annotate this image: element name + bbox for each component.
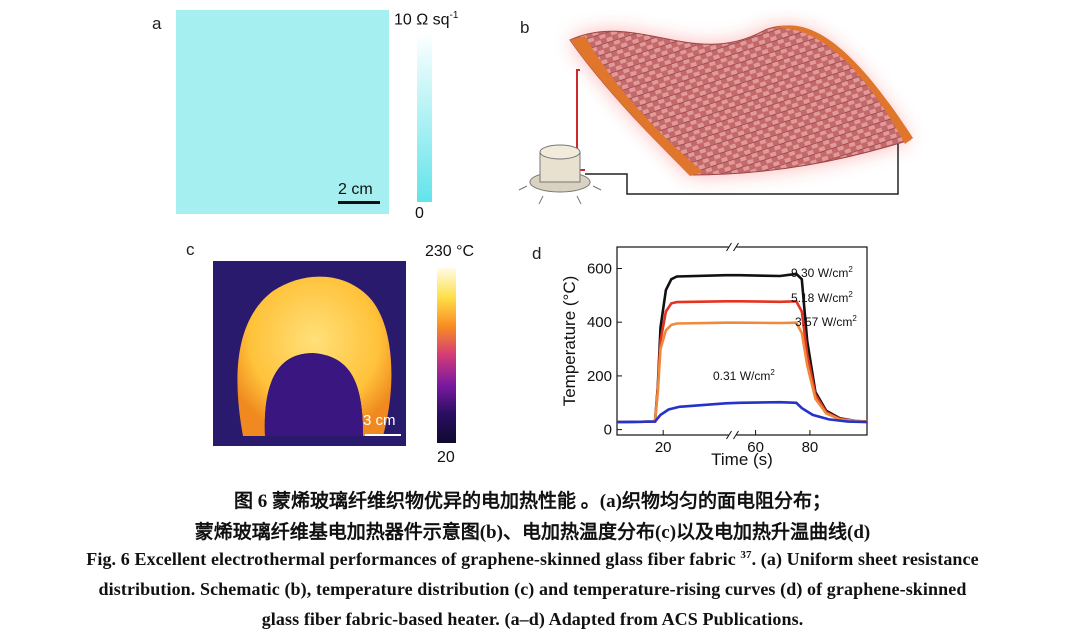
- colorbar-a-max: 10 Ω sq-1: [394, 10, 458, 29]
- series-label-sup-0: 2: [848, 265, 853, 274]
- temperature-chart: 0 200 400 600 20 60 80 9.30 W/cm2 5.18 W/cm2 3.…: [560, 242, 868, 469]
- knob-ray-1: [518, 185, 528, 191]
- colorbar-c-min: 20: [437, 449, 455, 466]
- panel-c-label: c: [186, 240, 195, 259]
- series-layer: [616, 272, 868, 424]
- panel-d-label: d: [532, 244, 542, 263]
- caption-en-line-3: glass fiber fabric-based heater. (a–d) A…: [261, 609, 804, 629]
- series-line-3: [616, 400, 868, 424]
- break-mark-b-0: [733, 242, 739, 252]
- scale-bar-c-label: 3 cm: [363, 412, 396, 429]
- axis-break: [726, 242, 739, 440]
- fabric-shadow: [264, 354, 363, 436]
- break-mark-b-1: [733, 430, 739, 440]
- knob-ray-3: [576, 195, 582, 205]
- series-label-sup-3: 2: [770, 368, 775, 377]
- caption-zh-line-1: 图 6 蒙烯玻璃纤维织物优异的电加热性能 。(a)织物均匀的面电阻分布；: [234, 491, 831, 512]
- series-line-2: [616, 321, 868, 424]
- sheet-resistance-map: [176, 10, 389, 214]
- power-knob-top: [539, 144, 581, 160]
- series-label-3: 0.31 W/cm2: [713, 368, 775, 383]
- x-tick-label-2: 80: [802, 439, 819, 456]
- electrode-left: [570, 36, 703, 176]
- scale-bar-a: [338, 201, 380, 204]
- x-ticks: 20 60 80: [655, 430, 818, 456]
- wire-right: [585, 144, 899, 195]
- knob-ray-4: [592, 185, 602, 191]
- caption-ref: 37: [740, 549, 752, 561]
- x-axis-label: Time (s): [711, 450, 773, 469]
- caption-zh-line-2: 蒙烯玻璃纤维基电加热器件示意图(b)、电加热温度分布(c)以及电加热升温曲线(d…: [194, 522, 871, 543]
- caption-en-line-1: Fig. 6 Excellent electrothermal performa…: [0, 549, 1065, 570]
- plot-frame: [616, 246, 868, 436]
- x-tick-label-1: 60: [747, 439, 764, 456]
- caption-en-line-1a: Fig. 6 Excellent electrothermal performa…: [86, 549, 741, 569]
- caption-en-line-1b: . (a) Uniform sheet resistance: [751, 549, 979, 569]
- series-label-sup-1: 2: [848, 290, 853, 299]
- series-label-2: 3.57 W/cm2: [795, 314, 857, 329]
- scale-bar-a-label: 2 cm: [338, 181, 373, 198]
- series-label-0: 9.30 W/cm2: [791, 265, 853, 280]
- break-gap-1: [728, 431, 737, 439]
- series-label-1: 5.18 W/cm2: [791, 290, 853, 305]
- y-ticks: 0 200 400 600: [587, 260, 622, 439]
- y-tick-label-3: 600: [587, 260, 612, 277]
- panel-b-label: b: [520, 18, 530, 37]
- x-tick-label-0: 20: [655, 439, 672, 456]
- break-mark-a-0: [726, 242, 732, 252]
- thermal-image: [213, 261, 406, 446]
- hot-fabric-arch: [237, 276, 392, 436]
- heater-schematic: [518, 25, 913, 205]
- knob-ray-2: [538, 195, 544, 205]
- series-label-sup-2: 2: [852, 314, 857, 323]
- colorbar-a: [417, 32, 432, 202]
- caption-en-line-2: distribution. Schematic (b), temperature…: [98, 579, 967, 599]
- y-axis-label: Temperature (°C): [560, 276, 579, 407]
- y-tick-label-2: 400: [587, 314, 612, 331]
- colorbar-a-max-text: 10 Ω sq: [394, 11, 450, 29]
- series-labels: 9.30 W/cm2 5.18 W/cm2 3.57 W/cm2 0.31 W/cm2: [713, 265, 857, 383]
- panel-a-label: a: [152, 14, 162, 33]
- colorbar-c: [437, 268, 456, 443]
- colorbar-a-max-sup: -1: [449, 10, 459, 21]
- break-gap-0: [728, 243, 737, 251]
- break-mark-a-1: [726, 430, 732, 440]
- y-tick-label-0: 0: [604, 422, 612, 439]
- colorbar-c-max: 230 °C: [425, 243, 475, 260]
- y-tick-label-1: 200: [587, 368, 612, 385]
- electrode-right: [765, 25, 913, 144]
- colorbar-a-min: 0: [415, 205, 424, 222]
- wire-left: [576, 69, 585, 171]
